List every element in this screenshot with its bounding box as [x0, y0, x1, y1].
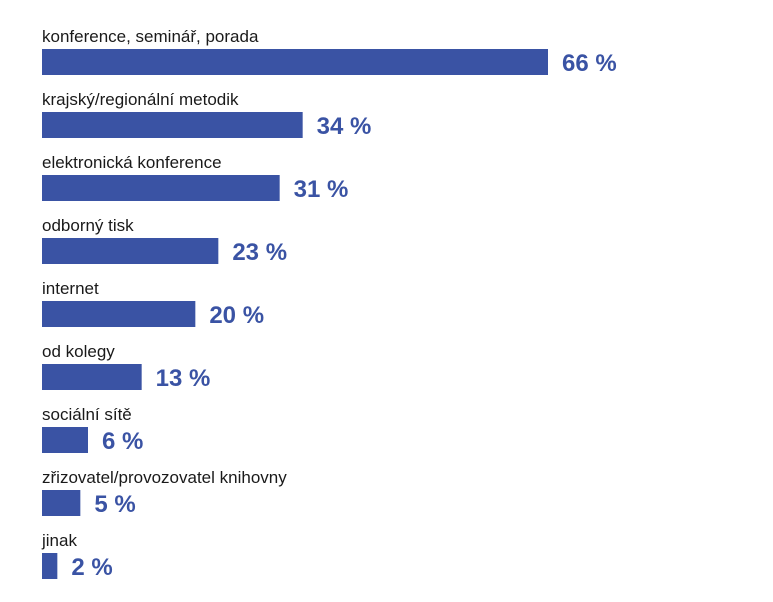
bar-row: sociální sítě 6 % — [42, 405, 143, 455]
category-label: konference, seminář, porada — [42, 27, 259, 46]
category-label: odborný tisk — [42, 216, 134, 235]
category-label: od kolegy — [42, 342, 115, 361]
bar — [42, 427, 88, 453]
bar — [42, 49, 548, 75]
bar-row: konference, seminář, porada 66 % — [42, 27, 617, 77]
value-label: 34 % — [317, 113, 372, 140]
bar-row: krajský/regionální metodik 34 % — [42, 90, 371, 140]
category-label: internet — [42, 279, 99, 298]
bar-row: internet 20 % — [42, 279, 264, 329]
bar-row: od kolegy 13 % — [42, 342, 210, 392]
category-label: elektronická konference — [42, 153, 222, 172]
category-label: jinak — [41, 531, 77, 550]
bar-row: odborný tisk 23 % — [42, 216, 287, 266]
bar — [42, 112, 303, 138]
bar-row: jinak 2 % — [41, 531, 113, 581]
category-label: zřizovatel/provozovatel knihovny — [42, 468, 287, 487]
category-label: sociální sítě — [42, 405, 132, 424]
bar — [42, 238, 219, 264]
value-label: 23 % — [232, 239, 287, 266]
value-label: 13 % — [156, 365, 211, 392]
bar — [42, 175, 280, 201]
bar — [42, 553, 58, 579]
value-label: 31 % — [294, 176, 349, 203]
bar — [42, 364, 142, 390]
value-label: 5 % — [94, 491, 135, 518]
value-label: 66 % — [562, 50, 617, 77]
bar-row: zřizovatel/provozovatel knihovny 5 % — [42, 468, 287, 518]
value-label: 6 % — [102, 428, 143, 455]
value-label: 2 % — [71, 554, 112, 581]
bar-row: elektronická konference 31 % — [42, 153, 348, 203]
bar — [42, 301, 196, 327]
value-label: 20 % — [209, 302, 264, 329]
bar — [42, 490, 81, 516]
category-label: krajský/regionální metodik — [42, 90, 239, 109]
